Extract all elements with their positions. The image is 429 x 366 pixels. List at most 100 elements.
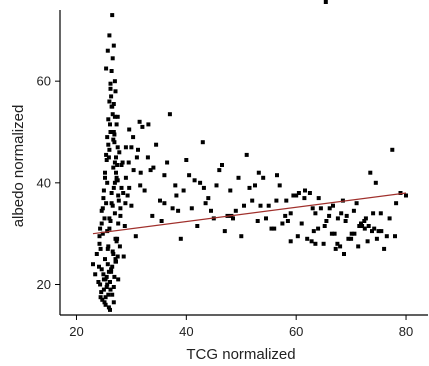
data-point: [256, 170, 261, 175]
data-point: [266, 203, 271, 208]
data-point: [111, 185, 116, 190]
data-point: [110, 264, 115, 269]
data-point: [116, 198, 121, 203]
data-point: [394, 201, 399, 206]
data-point: [109, 191, 114, 195]
data-point: [333, 246, 338, 251]
data-point: [115, 163, 120, 167]
data-point: [112, 211, 117, 216]
data-point: [101, 188, 106, 193]
data-point: [302, 196, 307, 201]
data-point: [151, 165, 156, 170]
data-point: [94, 252, 99, 256]
data-point: [118, 213, 123, 218]
data-point: [296, 191, 301, 195]
data-point: [165, 160, 170, 165]
data-point: [176, 208, 181, 213]
data-point: [102, 300, 107, 305]
x-tick-label: 20: [69, 324, 83, 339]
data-point: [103, 257, 107, 262]
data-point: [98, 295, 103, 300]
data-point: [363, 216, 368, 221]
data-point: [284, 198, 289, 203]
data-point: [324, 219, 329, 223]
data-point: [103, 295, 108, 300]
data-point: [250, 198, 255, 203]
data-point: [116, 221, 121, 226]
data-point: [108, 280, 112, 284]
data-point: [108, 219, 113, 223]
data-point: [105, 282, 110, 287]
data-point: [111, 130, 116, 134]
data-point: [291, 193, 296, 198]
data-point: [106, 269, 111, 274]
data-point: [370, 229, 374, 234]
data-point: [382, 246, 387, 251]
data-point: [136, 147, 140, 152]
data-point: [112, 274, 117, 279]
data-point: [105, 262, 110, 267]
data-point: [150, 213, 155, 218]
x-tick-label: 40: [179, 324, 193, 339]
data-point: [299, 221, 304, 226]
data-point: [214, 183, 219, 188]
data-point: [117, 244, 122, 249]
data-point: [109, 104, 114, 109]
data-point: [109, 94, 114, 99]
data-point: [113, 236, 118, 241]
data-point: [195, 224, 200, 228]
data-point: [272, 226, 277, 231]
data-point: [189, 206, 194, 211]
data-point: [99, 208, 104, 213]
data-point: [97, 264, 101, 269]
data-point: [372, 226, 377, 231]
data-point: [159, 219, 164, 223]
data-point: [117, 150, 122, 155]
data-point: [138, 183, 143, 188]
data-point: [343, 219, 348, 223]
data-point: [322, 224, 327, 228]
data-point: [105, 246, 110, 251]
data-point: [305, 236, 310, 241]
data-points: [91, 0, 408, 312]
data-point: [200, 140, 205, 145]
data-point: [316, 226, 321, 231]
data-point: [97, 241, 102, 246]
data-point: [145, 155, 150, 160]
data-point: [101, 196, 106, 201]
data-point: [349, 231, 354, 236]
data-point: [120, 160, 125, 165]
data-point: [91, 262, 95, 267]
data-point: [140, 124, 145, 129]
data-point: [335, 216, 340, 221]
data-point: [114, 170, 118, 175]
data-point: [104, 152, 109, 157]
tick-labels: 20 40 60 80 20 40 60: [37, 74, 414, 339]
data-point: [105, 135, 110, 140]
y-tick-label: 20: [37, 277, 51, 292]
data-point: [162, 201, 167, 206]
data-point: [376, 229, 381, 234]
data-point: [342, 252, 346, 256]
data-point: [109, 201, 114, 206]
data-point: [104, 201, 109, 206]
data-point: [255, 219, 260, 223]
data-point: [360, 224, 365, 228]
data-point: [288, 211, 293, 216]
data-point: [351, 208, 356, 213]
data-point: [354, 201, 359, 206]
data-point: [253, 183, 257, 188]
data-point: [123, 175, 128, 180]
data-point: [110, 13, 115, 18]
data-point: [98, 226, 103, 231]
data-point: [285, 219, 290, 223]
data-point: [390, 147, 395, 152]
data-point: [114, 122, 119, 127]
data-point: [162, 173, 167, 178]
data-point: [107, 33, 112, 38]
data-point: [357, 224, 362, 228]
data-point: [327, 206, 332, 211]
data-point: [114, 239, 119, 244]
data-point: [365, 239, 370, 244]
